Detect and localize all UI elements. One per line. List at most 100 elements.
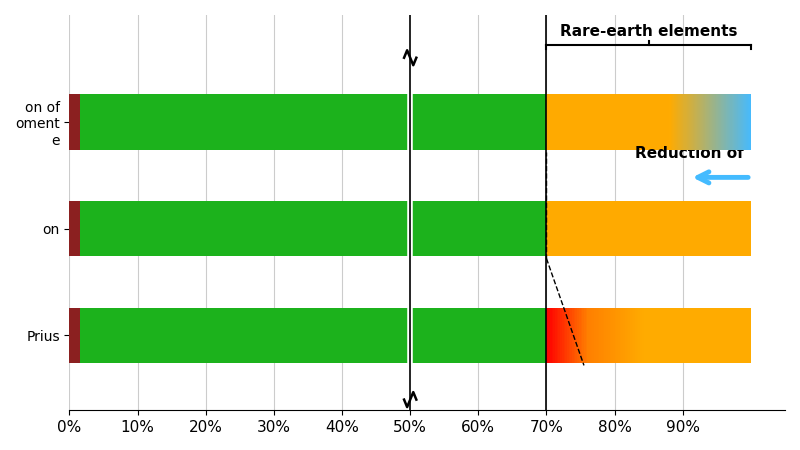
Bar bbox=[702, 94, 703, 149]
Bar bbox=[685, 94, 686, 149]
Bar bbox=[614, 308, 616, 363]
Bar bbox=[572, 308, 574, 363]
Text: Rare-earth elements: Rare-earth elements bbox=[560, 23, 738, 39]
Bar bbox=[733, 94, 734, 149]
Bar bbox=[676, 94, 678, 149]
Bar bbox=[693, 94, 694, 149]
Bar bbox=[697, 94, 698, 149]
Bar bbox=[625, 308, 626, 363]
Bar bbox=[589, 308, 590, 363]
Bar bbox=[566, 308, 567, 363]
Bar bbox=[730, 94, 731, 149]
Bar bbox=[698, 94, 700, 149]
Bar bbox=[569, 308, 570, 363]
Bar bbox=[546, 94, 751, 149]
Bar bbox=[707, 94, 708, 149]
Bar bbox=[647, 308, 649, 363]
Bar bbox=[662, 308, 664, 363]
Bar bbox=[601, 308, 602, 363]
Bar bbox=[698, 308, 700, 363]
Bar bbox=[598, 308, 599, 363]
Bar bbox=[742, 308, 744, 363]
Bar bbox=[691, 308, 693, 363]
Bar bbox=[680, 94, 682, 149]
Bar bbox=[671, 308, 673, 363]
Bar bbox=[738, 94, 740, 149]
Bar bbox=[710, 308, 712, 363]
Bar bbox=[673, 308, 674, 363]
Bar bbox=[671, 94, 672, 149]
Bar bbox=[697, 308, 698, 363]
Bar bbox=[750, 308, 751, 363]
Bar bbox=[554, 308, 555, 363]
Bar bbox=[579, 308, 581, 363]
Bar bbox=[750, 94, 751, 149]
Bar bbox=[546, 201, 751, 256]
Bar bbox=[717, 94, 718, 149]
Bar bbox=[613, 308, 614, 363]
Bar bbox=[713, 94, 714, 149]
Bar bbox=[692, 94, 693, 149]
Bar bbox=[716, 94, 717, 149]
Bar bbox=[555, 308, 557, 363]
Bar bbox=[689, 94, 690, 149]
Text: Reduction of: Reduction of bbox=[635, 146, 744, 162]
Bar bbox=[670, 94, 671, 149]
Bar bbox=[745, 94, 746, 149]
Bar bbox=[747, 94, 748, 149]
Bar bbox=[723, 94, 724, 149]
Bar bbox=[712, 308, 714, 363]
Bar bbox=[715, 308, 717, 363]
Bar bbox=[694, 94, 696, 149]
Bar bbox=[581, 308, 582, 363]
Bar bbox=[678, 308, 679, 363]
Bar bbox=[655, 308, 658, 363]
Bar bbox=[726, 94, 727, 149]
Bar bbox=[70, 201, 80, 256]
Bar bbox=[737, 94, 738, 149]
Bar bbox=[682, 94, 683, 149]
Bar bbox=[586, 308, 587, 363]
Bar bbox=[701, 94, 702, 149]
Bar bbox=[560, 308, 562, 363]
Bar bbox=[720, 308, 722, 363]
Bar bbox=[622, 308, 623, 363]
Bar bbox=[70, 308, 80, 363]
Bar bbox=[646, 308, 647, 363]
Bar bbox=[722, 94, 723, 149]
Bar bbox=[734, 308, 735, 363]
Bar bbox=[703, 94, 704, 149]
Bar bbox=[652, 308, 654, 363]
Bar bbox=[643, 308, 646, 363]
Bar bbox=[741, 308, 742, 363]
Bar bbox=[685, 308, 686, 363]
Bar bbox=[714, 94, 715, 149]
Bar bbox=[739, 308, 741, 363]
Bar bbox=[747, 308, 750, 363]
Bar bbox=[688, 308, 690, 363]
Bar bbox=[570, 308, 572, 363]
Bar bbox=[632, 308, 634, 363]
Bar bbox=[602, 308, 605, 363]
Bar bbox=[610, 308, 611, 363]
Bar bbox=[679, 308, 681, 363]
Bar bbox=[574, 308, 575, 363]
Bar bbox=[718, 308, 720, 363]
Bar bbox=[687, 94, 689, 149]
Bar bbox=[618, 308, 620, 363]
Bar bbox=[616, 308, 618, 363]
Bar bbox=[746, 94, 747, 149]
Bar bbox=[726, 308, 727, 363]
Bar bbox=[669, 94, 670, 149]
Bar bbox=[679, 94, 680, 149]
Bar bbox=[722, 308, 724, 363]
Bar bbox=[700, 94, 701, 149]
Bar bbox=[664, 308, 666, 363]
Bar bbox=[674, 308, 676, 363]
Bar bbox=[748, 94, 749, 149]
Bar bbox=[567, 308, 569, 363]
Bar bbox=[611, 308, 613, 363]
Bar bbox=[563, 308, 566, 363]
Bar bbox=[740, 94, 741, 149]
Bar bbox=[712, 94, 713, 149]
